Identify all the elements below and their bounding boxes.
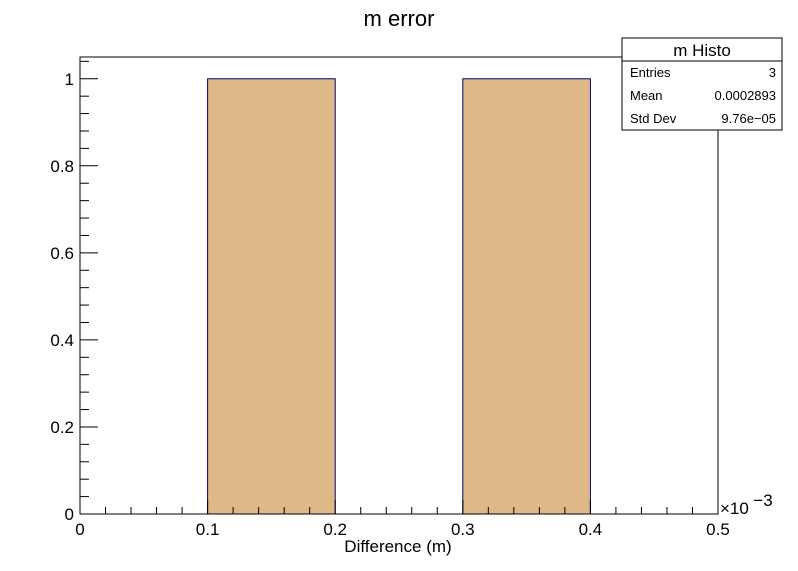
y-tick-label: 0.8 xyxy=(50,157,74,176)
x-exponent-label: ×10 −3 xyxy=(720,491,773,518)
stats-mean-value: 0.0002893 xyxy=(715,88,776,103)
y-tick-label: 0.2 xyxy=(50,418,74,437)
x-exponent-base: ×10 xyxy=(720,499,749,518)
x-axis-label: Difference (m) xyxy=(344,537,451,556)
x-axis: 0 0.1 0.2 0.3 0.4 0.5 xyxy=(75,500,730,539)
chart-title: m error xyxy=(364,6,435,31)
x-tick-label: 0.4 xyxy=(579,520,603,539)
stats-stddev-value: 9.76e−05 xyxy=(721,111,776,126)
stats-entries-value: 3 xyxy=(769,65,776,80)
stats-entries-label: Entries xyxy=(630,65,671,80)
stats-mean-label: Mean xyxy=(630,88,663,103)
y-axis: 0 0.2 0.4 0.6 0.8 1 xyxy=(50,60,98,524)
y-tick-label: 0 xyxy=(65,505,74,524)
x-tick-label: 0.2 xyxy=(323,520,347,539)
plot-frame xyxy=(79,56,719,515)
stats-box-frame xyxy=(621,37,783,131)
histogram-bin-2 xyxy=(462,78,591,515)
stats-stddev-label: Std Dev xyxy=(630,111,677,126)
x-tick-label: 0.3 xyxy=(451,520,475,539)
y-tick-label: 0.4 xyxy=(50,331,74,350)
x-tick-label: 0.1 xyxy=(196,520,220,539)
x-exponent-power: −3 xyxy=(753,491,772,510)
x-tick-label: 0 xyxy=(75,520,84,539)
stats-box: m Histo Entries 3 Mean 0.0002893 Std Dev… xyxy=(621,37,783,131)
y-tick-label: 1 xyxy=(65,70,74,89)
x-tick-label: 0.5 xyxy=(706,520,730,539)
stats-title: m Histo xyxy=(673,41,731,60)
bars-group xyxy=(207,78,591,515)
histogram-bin-1 xyxy=(207,78,336,515)
y-tick-label: 0.6 xyxy=(50,244,74,263)
